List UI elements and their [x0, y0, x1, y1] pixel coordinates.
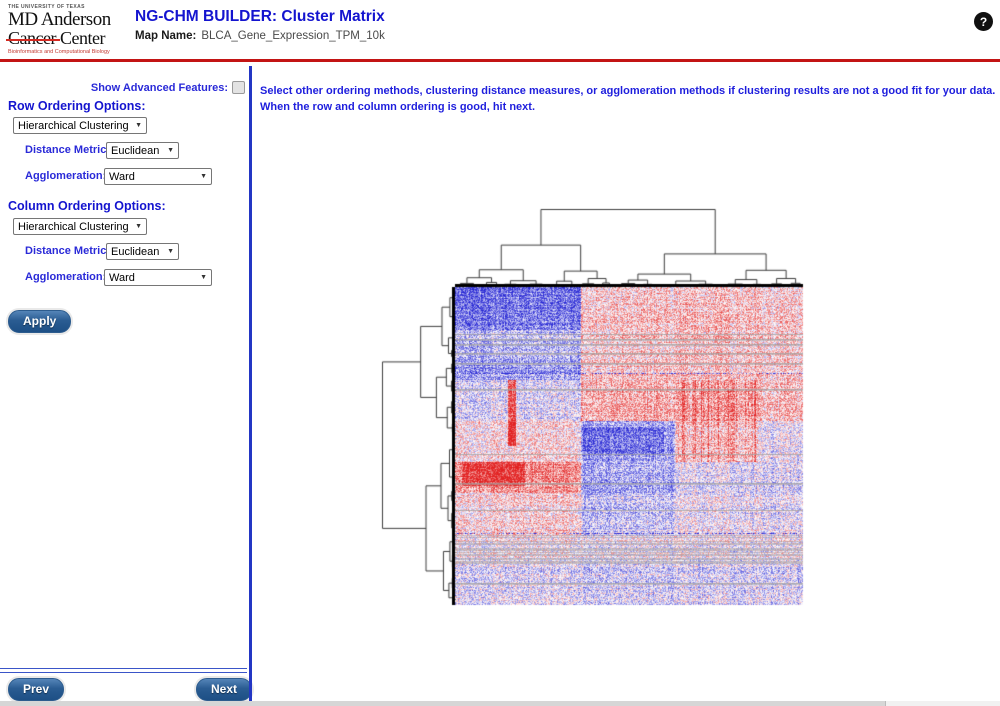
- map-name-label: Map Name:: [135, 30, 197, 42]
- chevron-down-icon: ▼: [200, 173, 207, 180]
- horizontal-scrollbar-thumb[interactable]: [0, 701, 886, 706]
- chevron-down-icon: ▼: [167, 147, 174, 154]
- logo-center-text: Center: [55, 28, 105, 48]
- chevron-down-icon: ▼: [135, 223, 142, 230]
- map-name-value: BLCA_Gene_Expression_TPM_10k: [201, 30, 385, 42]
- chevron-down-icon: ▼: [135, 122, 142, 129]
- column-agglomeration-value: Ward: [109, 271, 135, 284]
- help-icon[interactable]: ?: [974, 12, 993, 31]
- chevron-down-icon: ▼: [200, 274, 207, 281]
- row-distance-label: Distance Metric:: [25, 144, 110, 156]
- sidebar-footer-divider: [0, 668, 247, 673]
- advanced-features-checkbox[interactable]: [232, 81, 245, 94]
- column-agglomeration-label: Agglomeration:: [25, 271, 107, 283]
- horizontal-scrollbar[interactable]: [0, 701, 1000, 706]
- logo-cancer-struck: Cancer: [6, 28, 60, 48]
- map-name-line: Map Name: BLCA_Gene_Expression_TPM_10k: [135, 30, 385, 42]
- row-distance-value: Euclidean: [111, 144, 160, 157]
- instruction-text: Select other ordering methods, clusterin…: [260, 85, 996, 113]
- row-agglomeration-select[interactable]: Ward ▼: [104, 168, 212, 185]
- page-title: NG-CHM BUILDER: Cluster Matrix: [135, 8, 385, 25]
- column-ordering-method-select[interactable]: Hierarchical Clustering ▼: [13, 218, 147, 235]
- advanced-features-label: Show Advanced Features:: [90, 81, 228, 94]
- logo-university-line: THE UNIVERSITY OF TEXAS: [8, 4, 85, 10]
- options-sidebar: Show Advanced Features: Row Ordering Opt…: [0, 62, 253, 706]
- cluster-heatmap-canvas: [378, 203, 808, 608]
- column-distance-select[interactable]: Euclidean ▼: [106, 243, 179, 260]
- sidebar-separator: [249, 66, 252, 702]
- row-method-value: Hierarchical Clustering: [18, 119, 129, 132]
- apply-button[interactable]: Apply: [8, 310, 72, 333]
- logo-name-line2: Cancer Center: [6, 28, 128, 48]
- row-agglomeration-label: Agglomeration:: [25, 170, 107, 182]
- row-ordering-method-select[interactable]: Hierarchical Clustering ▼: [13, 117, 147, 134]
- prev-button[interactable]: Prev: [8, 678, 65, 701]
- column-method-value: Hierarchical Clustering: [18, 220, 129, 233]
- md-anderson-logo: THE UNIVERSITY OF TEXAS MD Anderson Canc…: [6, 4, 128, 55]
- advanced-features-row: Show Advanced Features:: [91, 81, 245, 94]
- chevron-down-icon: ▼: [167, 248, 174, 255]
- column-ordering-heading: Column Ordering Options:: [8, 199, 166, 213]
- header-divider: [0, 59, 1000, 62]
- column-distance-label: Distance Metric:: [25, 245, 110, 257]
- next-button[interactable]: Next: [196, 678, 253, 701]
- row-agglomeration-value: Ward: [109, 170, 135, 183]
- logo-name-line1: MD Anderson: [8, 9, 111, 30]
- column-agglomeration-select[interactable]: Ward ▼: [104, 269, 212, 286]
- column-distance-value: Euclidean: [111, 245, 160, 258]
- logo-tagline: Bioinformatics and Computational Biology: [8, 49, 110, 55]
- row-distance-select[interactable]: Euclidean ▼: [106, 142, 179, 159]
- row-ordering-heading: Row Ordering Options:: [8, 99, 146, 113]
